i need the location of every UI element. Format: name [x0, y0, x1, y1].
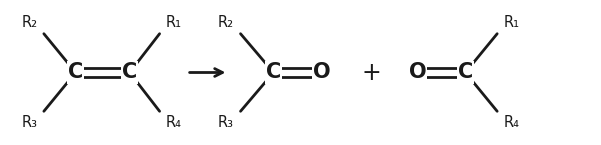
Text: R₃: R₃ — [218, 115, 234, 130]
Text: R₄: R₄ — [165, 115, 182, 130]
Text: R₄: R₄ — [504, 115, 519, 130]
Text: +: + — [361, 60, 381, 85]
Text: C: C — [122, 62, 137, 83]
Text: C: C — [458, 62, 473, 83]
Text: C: C — [266, 62, 281, 83]
Text: R₃: R₃ — [22, 115, 37, 130]
Text: C: C — [68, 62, 84, 83]
Text: R₂: R₂ — [22, 15, 37, 30]
Text: R₁: R₁ — [504, 15, 519, 30]
Text: R₁: R₁ — [165, 15, 182, 30]
Text: O: O — [313, 62, 331, 83]
Text: O: O — [409, 62, 426, 83]
Text: R₂: R₂ — [218, 15, 234, 30]
